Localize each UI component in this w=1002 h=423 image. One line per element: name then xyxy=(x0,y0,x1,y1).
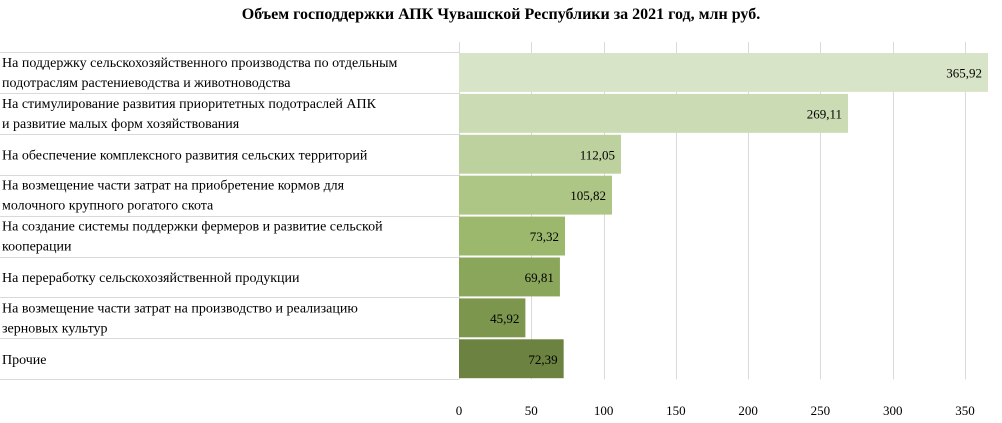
category-label-2: На обеспечение комплексного развития сел… xyxy=(2,148,368,163)
value-label-1: 269,11 xyxy=(807,106,842,121)
value-label-4: 73,32 xyxy=(530,229,559,244)
category-label-1: На стимулирование развития приоритетных … xyxy=(2,97,377,132)
value-label-5: 69,81 xyxy=(525,270,554,285)
bar-0 xyxy=(459,53,988,92)
x-tick-label-3: 150 xyxy=(666,403,686,418)
value-label-0: 365,92 xyxy=(946,65,982,80)
x-tick-label-2: 100 xyxy=(594,403,614,418)
bar-3 xyxy=(459,175,612,215)
x-tick-label-4: 200 xyxy=(738,403,758,418)
x-tick-label-7: 350 xyxy=(955,403,975,418)
bar-2 xyxy=(459,134,621,174)
bar-1 xyxy=(459,93,849,133)
value-label-2: 112,05 xyxy=(580,147,615,162)
bar-7 xyxy=(459,339,564,379)
x-tick-label-1: 50 xyxy=(525,403,538,418)
category-label-5: На переработку сельскохозяйственной прод… xyxy=(2,271,300,286)
category-label-3: На возмещение части затрат на приобретен… xyxy=(2,179,345,214)
chart-title: Объем господдержки АПК Чувашской Республ… xyxy=(241,6,761,23)
bar-4 xyxy=(459,216,565,256)
category-label-4: На создание системы поддержки фермеров и… xyxy=(2,220,383,255)
value-label-6: 45,92 xyxy=(490,311,519,326)
x-tick-label-6: 300 xyxy=(883,403,903,418)
value-label-7: 72,39 xyxy=(528,352,557,367)
category-label-7: Прочие xyxy=(2,353,47,368)
value-label-3: 105,82 xyxy=(570,188,606,203)
category-label-0: На поддержку сельскохозяйственного произ… xyxy=(2,56,398,91)
x-tick-label-0: 0 xyxy=(456,403,463,418)
category-label-6: На возмещение части затрат на производст… xyxy=(2,301,358,336)
x-tick-label-5: 250 xyxy=(811,403,831,418)
bar-5 xyxy=(459,257,560,297)
bar-6 xyxy=(459,298,526,338)
